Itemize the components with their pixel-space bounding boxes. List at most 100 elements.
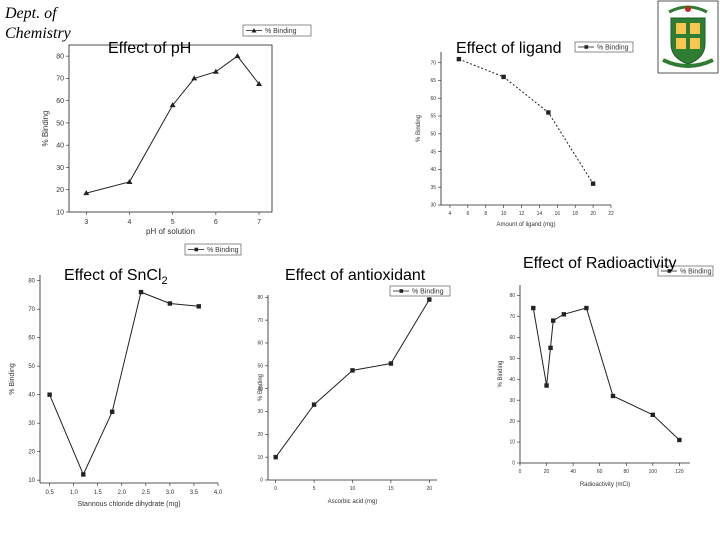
radioactivity-data-point: [650, 412, 656, 418]
radioactivity-y-tick-label: 40: [509, 377, 515, 383]
antioxidant-data-point: [273, 454, 278, 460]
sncl2-y-tick-label: 70: [28, 307, 35, 313]
radioactivity-x-tick-label: 100: [649, 469, 658, 475]
ligand-legend-box: [574, 41, 634, 53]
ligand-y-tick-label: 30: [430, 203, 436, 209]
radioactivity-y-axis-label: % Binding: [498, 360, 504, 387]
radioactivity-y-tick-label: 10: [509, 440, 515, 446]
ph-legend-box: [242, 24, 312, 37]
ligand-y-tick-label: 40: [430, 167, 436, 173]
radioactivity-legend-box: [657, 265, 714, 277]
antioxidant-y-tick-label: 10: [257, 455, 263, 461]
sncl2-y-tick-label: 30: [28, 421, 35, 427]
sncl2-data-point: [47, 392, 52, 397]
radioactivity-x-tick-label: 40: [570, 469, 576, 475]
university-crest-logo: [657, 0, 719, 74]
sncl2-data-point: [196, 304, 201, 309]
ligand-x-tick-label: 16: [555, 211, 561, 217]
radioactivity-legend-label: % Binding: [680, 269, 712, 276]
ph-data-point: [126, 178, 133, 184]
sncl2-y-tick-label: 80: [28, 279, 35, 285]
ligand-y-tick-label: 35: [430, 185, 436, 191]
ligand-legend-label: % Binding: [597, 45, 629, 52]
ligand-data-point: [501, 74, 506, 80]
chart-ligand-title: Effect of ligand: [456, 40, 562, 57]
ph-data-point: [256, 80, 263, 86]
sncl2-x-tick-label: 0.5: [45, 490, 54, 496]
ligand-y-tick-label: 45: [430, 149, 436, 155]
radioactivity-data-point: [548, 345, 553, 351]
ligand-x-tick-label: 4: [449, 211, 452, 217]
radioactivity-y-tick-label: 70: [509, 314, 515, 320]
radioactivity-y-tick-label: 30: [509, 398, 515, 404]
sncl2-data-point: [81, 472, 86, 477]
ligand-x-axis-label: Amount of ligand (mg): [496, 222, 555, 228]
ph-series-line: [86, 55, 260, 194]
antioxidant-x-tick-label: 0: [274, 486, 277, 492]
sncl2-x-tick-label: 4.0: [214, 490, 223, 496]
radioactivity-y-tick-label: 0: [512, 461, 515, 467]
ph-x-tick-label: 4: [128, 219, 132, 226]
chart-radioactivity-title: Effect of Radioactivity: [523, 255, 677, 272]
chart-sncl2-title-subscript: 2: [161, 275, 168, 288]
chart-sncl2-title: Effect of SnCl2: [64, 267, 168, 287]
antioxidant-y-tick-label: 70: [257, 318, 263, 324]
antioxidant-y-tick-label: 30: [257, 409, 263, 415]
antioxidant-data-point: [311, 402, 317, 407]
sncl2-y-tick-label: 40: [28, 393, 35, 399]
antioxidant-y-tick-label: 0: [260, 478, 263, 484]
sncl2-data-point: [109, 409, 115, 414]
radioactivity-data-point: [544, 383, 549, 388]
ph-y-axis-label: % Binding: [41, 110, 50, 146]
ph-data-point: [169, 102, 176, 108]
sncl2-x-tick-label: 3.5: [190, 490, 199, 496]
department-line-2: Chemistry: [5, 25, 71, 42]
sncl2-data-point: [167, 301, 173, 306]
ligand-x-tick-label: 6: [466, 211, 469, 217]
radioactivity-x-tick-label: 80: [623, 469, 629, 475]
antioxidant-y-tick-label: 40: [257, 386, 263, 392]
sncl2-x-tick-label: 2.5: [142, 490, 151, 496]
chart-ligand: 30 35 40 45 50 55 60 65 70 4 6 8 10 12 14 16 18 20 22 Amoun…: [416, 41, 634, 228]
radioactivity-data-point: [561, 312, 567, 317]
chart-sncl2-title-text: Effect of SnCl: [64, 267, 162, 284]
sncl2-legend-marker: [194, 247, 199, 252]
antioxidant-data-point: [427, 297, 432, 302]
radioactivity-y-tick-label: 50: [509, 356, 515, 362]
radioactivity-data-point: [610, 393, 616, 399]
antioxidant-y-tick-label: 50: [257, 363, 263, 369]
sncl2-x-axis-label: Stannous chloride dihydrate (mg): [77, 501, 180, 508]
ph-y-tick-label: 60: [56, 98, 64, 105]
sncl2-y-tick-label: 50: [28, 364, 35, 370]
ligand-y-tick-label: 60: [430, 96, 436, 102]
ph-x-axis-label: pH of solution: [146, 227, 195, 236]
radioactivity-x-tick-label: 60: [597, 469, 603, 475]
antioxidant-y-axis-label: % Binding: [258, 374, 264, 401]
department-label: Dept. of Chemistry: [5, 4, 71, 44]
ligand-x-tick-label: 22: [608, 211, 614, 217]
ph-data-point: [234, 53, 241, 59]
chart-antioxidant: 0 10 20 30 40 50 60 70 80 0 5 10 15 20 Ascorbic acid (…: [257, 285, 451, 505]
sncl2-x-tick-label: 1.0: [70, 490, 79, 496]
ligand-x-tick-label: 20: [590, 211, 596, 217]
antioxidant-series-line: [275, 299, 430, 458]
radioactivity-y-tick-label: 20: [509, 419, 515, 425]
antioxidant-legend-box: [389, 285, 451, 297]
antioxidant-y-tick-label: 20: [257, 432, 263, 438]
ph-y-tick-label: 30: [56, 165, 64, 172]
sncl2-y-tick-label: 60: [28, 336, 35, 342]
antioxidant-legend-label: % Binding: [412, 289, 444, 296]
radioactivity-x-tick-label: 120: [675, 469, 684, 475]
radioactivity-legend-marker: [667, 269, 672, 273]
ph-legend-marker: [251, 28, 257, 33]
chart-radioactivity: 0 10 20 30 40 50 60 70 80 0 20 40 60 80 100 120 Radioact…: [498, 265, 714, 488]
ph-data-point: [191, 75, 198, 81]
chart-antioxidant-title: Effect of antioxidant: [285, 267, 426, 284]
ph-legend-label: % Binding: [265, 28, 297, 35]
antioxidant-y-tick-label: 80: [257, 295, 263, 301]
ligand-x-tick-label: 18: [572, 211, 578, 217]
antioxidant-y-tick-label: 60: [257, 341, 263, 347]
sncl2-legend-box: [184, 243, 242, 256]
ph-y-tick-label: 40: [56, 143, 64, 150]
